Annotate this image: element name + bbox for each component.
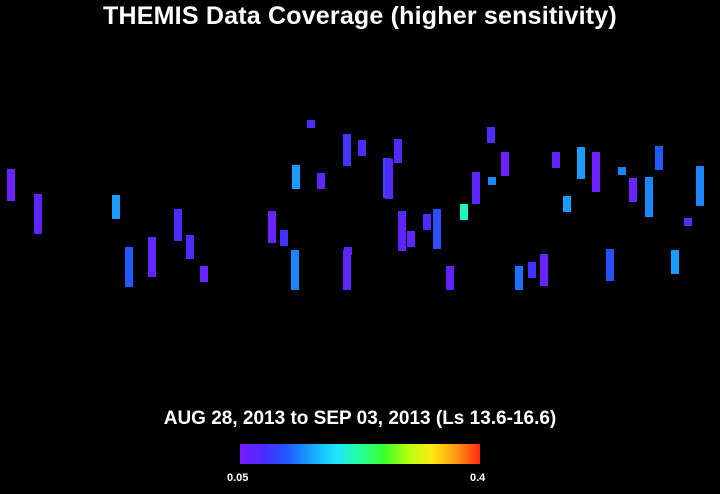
coverage-cell bbox=[606, 249, 614, 281]
coverage-cell bbox=[34, 194, 42, 234]
coverage-cell bbox=[317, 173, 325, 189]
coverage-cell bbox=[125, 247, 133, 287]
coverage-cell bbox=[433, 209, 441, 249]
coverage-cell bbox=[112, 195, 120, 219]
coverage-cell bbox=[460, 204, 468, 220]
coverage-cell bbox=[488, 177, 496, 185]
coverage-cell bbox=[563, 196, 571, 212]
colorbar-gradient bbox=[240, 444, 480, 464]
coverage-cell bbox=[528, 262, 536, 278]
coverage-cell bbox=[268, 211, 276, 243]
coverage-cell bbox=[186, 235, 194, 259]
coverage-cell bbox=[358, 140, 366, 156]
coverage-cell bbox=[148, 237, 156, 277]
coverage-cell bbox=[629, 178, 637, 202]
coverage-cell bbox=[394, 139, 402, 163]
coverage-cell bbox=[343, 134, 351, 166]
coverage-cell bbox=[592, 152, 600, 192]
coverage-cell bbox=[200, 266, 208, 282]
coverage-cell bbox=[501, 152, 509, 176]
coverage-cell bbox=[577, 147, 585, 179]
chart-title: THEMIS Data Coverage (higher sensitivity… bbox=[103, 2, 617, 30]
coverage-cell bbox=[291, 250, 299, 290]
coverage-cell bbox=[552, 152, 560, 168]
coverage-cell bbox=[398, 211, 406, 251]
coverage-cell bbox=[280, 230, 288, 246]
coverage-cell bbox=[618, 167, 626, 175]
coverage-cell bbox=[487, 127, 495, 143]
colorbar-max-label: 0.4 bbox=[470, 472, 486, 484]
coverage-cell bbox=[407, 231, 415, 247]
coverage-cell bbox=[655, 146, 663, 170]
coverage-cell bbox=[696, 166, 704, 206]
coverage-cell bbox=[645, 177, 653, 217]
coverage-cell bbox=[343, 250, 351, 290]
coverage-cell bbox=[307, 120, 315, 128]
coverage-cell bbox=[671, 250, 679, 274]
coverage-cell bbox=[472, 172, 480, 204]
colorbar-min-label: 0.05 bbox=[227, 472, 249, 484]
coverage-cell bbox=[423, 214, 431, 230]
coverage-cell bbox=[385, 159, 393, 199]
coverage-cell bbox=[515, 266, 523, 290]
coverage-cell bbox=[292, 165, 300, 189]
coverage-cell bbox=[684, 218, 692, 226]
date-range-subtitle: AUG 28, 2013 to SEP 03, 2013 (Ls 13.6-16… bbox=[163, 408, 557, 429]
colorbar bbox=[240, 444, 480, 464]
coverage-cell bbox=[7, 169, 15, 201]
coverage-cell bbox=[540, 254, 548, 286]
coverage-cell bbox=[446, 266, 454, 290]
coverage-cell bbox=[174, 209, 182, 241]
